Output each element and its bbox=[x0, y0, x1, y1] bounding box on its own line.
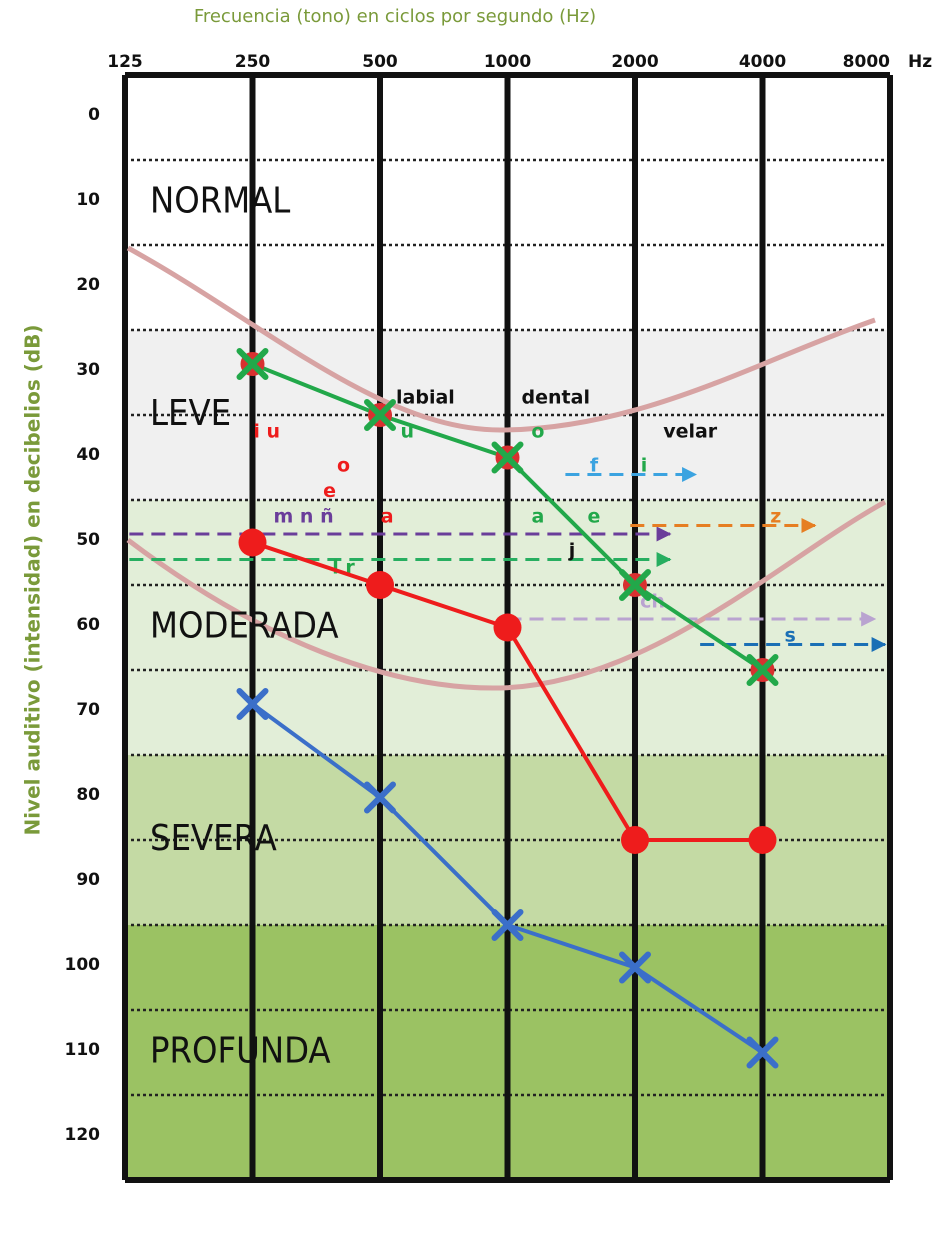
annotation: velar bbox=[663, 421, 718, 443]
band-label: PROFUNDA bbox=[150, 1031, 331, 1072]
y-tick-label: 110 bbox=[65, 1040, 101, 1060]
point-marker bbox=[239, 529, 267, 557]
y-tick-label: 50 bbox=[76, 530, 100, 550]
y-tick-label: 60 bbox=[76, 615, 100, 635]
annotation: z bbox=[770, 506, 781, 528]
annotation: i u bbox=[253, 421, 280, 443]
y-axis-label: Nivel auditivo (intensidad) en decibelio… bbox=[21, 324, 45, 835]
annotation: j bbox=[568, 540, 576, 562]
annotation: a bbox=[532, 506, 545, 528]
y-tick-label: 10 bbox=[76, 190, 100, 210]
annotation: labial bbox=[396, 387, 455, 409]
y-tick-label: 30 bbox=[76, 360, 100, 380]
x-tick-label: 250 bbox=[235, 52, 271, 72]
band-label: MODERADA bbox=[150, 606, 339, 647]
x-tick-label: 500 bbox=[362, 52, 398, 72]
chart-title: Frecuencia (tono) en ciclos por segundo … bbox=[194, 6, 596, 27]
audiogram: 0 10 20 30 40 50 60 70 80 90 100 110 120 125 250 500 100… bbox=[0, 0, 946, 1229]
annotation: e bbox=[588, 506, 601, 528]
x-tick-label: 4000 bbox=[739, 52, 786, 72]
y-tick-label: 120 bbox=[65, 1125, 101, 1145]
x-tick-label: 125 bbox=[107, 52, 143, 72]
x-tick-label: 1000 bbox=[484, 52, 531, 72]
point-marker bbox=[749, 826, 777, 854]
point-marker bbox=[366, 571, 394, 599]
y-tick-label: 90 bbox=[76, 870, 100, 890]
x-tick-label: 2000 bbox=[611, 52, 658, 72]
annotation: o bbox=[531, 421, 544, 443]
y-tick-label: 40 bbox=[76, 445, 100, 465]
band-label: LEVE bbox=[150, 393, 231, 434]
annotation: s bbox=[785, 625, 796, 647]
annotation: i bbox=[641, 455, 648, 477]
point-marker bbox=[494, 614, 522, 642]
annotation: e bbox=[323, 480, 336, 502]
annotation: f bbox=[590, 455, 599, 477]
y-tick-label: 20 bbox=[76, 275, 100, 295]
annotation: dental bbox=[522, 387, 590, 409]
y-tick-label: 70 bbox=[76, 700, 100, 720]
band-label: SEVERA bbox=[150, 818, 277, 859]
x-unit: Hz bbox=[908, 52, 932, 72]
y-tick-label: 100 bbox=[65, 955, 101, 975]
annotation: a bbox=[381, 506, 394, 528]
band-label: NORMAL bbox=[150, 181, 290, 222]
annotation: o bbox=[337, 455, 350, 477]
x-tick-label: 8000 bbox=[843, 52, 890, 72]
annotation: m n ñ bbox=[274, 506, 334, 528]
point-marker bbox=[621, 826, 649, 854]
y-tick-label: 0 bbox=[88, 105, 100, 125]
y-tick-label: 80 bbox=[76, 785, 100, 805]
